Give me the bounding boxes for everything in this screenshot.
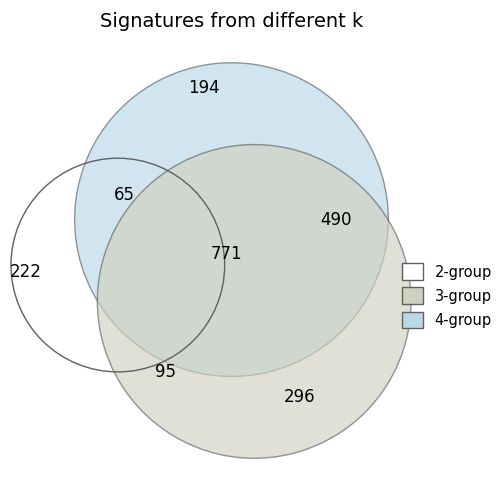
Circle shape	[97, 145, 411, 458]
Text: 194: 194	[188, 79, 220, 97]
Title: Signatures from different k: Signatures from different k	[100, 12, 363, 31]
Text: 222: 222	[10, 263, 42, 281]
Text: 490: 490	[321, 211, 352, 229]
Circle shape	[75, 62, 388, 376]
Text: 296: 296	[284, 388, 316, 406]
Text: 771: 771	[211, 244, 243, 263]
Text: 65: 65	[114, 185, 135, 204]
Legend: 2-group, 3-group, 4-group: 2-group, 3-group, 4-group	[402, 263, 492, 329]
Text: 95: 95	[155, 363, 176, 381]
